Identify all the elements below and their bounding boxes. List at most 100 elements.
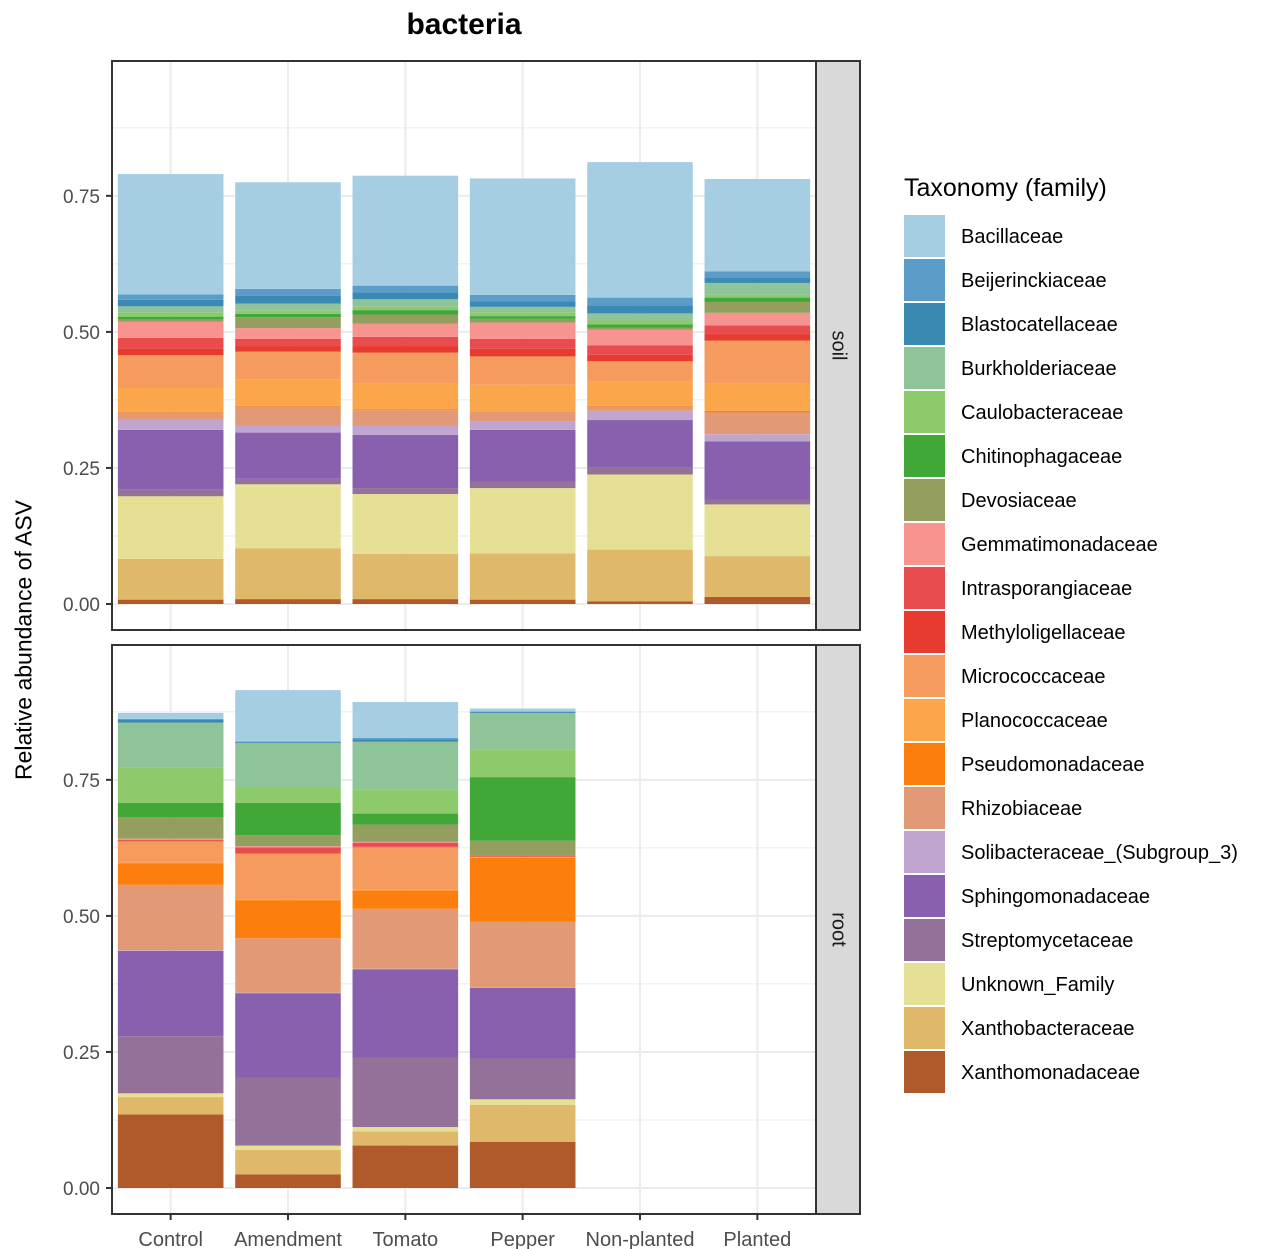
bar-soil-amendment-methyloligellaceae [235, 346, 341, 352]
bar-soil-tomato-xanthomonadaceae [352, 599, 459, 604]
bar-soil-pepper-caulobacteraceae [469, 312, 576, 317]
bar-root-amendment-pseudomonadaceae [235, 900, 341, 939]
bar-root-amendment-sphingomonadaceae [235, 993, 341, 1078]
legend-swatch-rhizobiaceae [904, 787, 945, 829]
bar-root-amendment-gemmatimonadaceae [235, 846, 341, 848]
bar-soil-non-planted-chitinophagaceae [587, 324, 693, 328]
bar-soil-pepper-bacillaceae [469, 178, 576, 295]
bar-soil-planted-planococcaceae [704, 383, 811, 411]
bar-soil-planted-unknown-family [704, 504, 811, 557]
legend-swatch-planococcaceae [904, 699, 945, 741]
bar-root-control-unknown-family [117, 1093, 224, 1098]
bar-soil-tomato-bacillaceae [352, 175, 459, 286]
bar-soil-planted-pseudomonadaceae [704, 410, 811, 413]
y-tick-label: 0.50 [63, 323, 100, 344]
bar-soil-control-methyloligellaceae [117, 348, 224, 356]
legend-swatch-bacillaceae [904, 215, 945, 257]
bar-soil-planted-xanthomonadaceae [704, 596, 811, 604]
bar-soil-planted-burkholderiaceae [704, 282, 811, 295]
x-tick-label-control: Control [138, 1229, 202, 1249]
bar-soil-pepper-pseudomonadaceae [469, 411, 576, 412]
bar-soil-non-planted-bacillaceae [587, 162, 693, 298]
legend-label-bacillaceae: Bacillaceae [961, 226, 1063, 248]
bar-soil-tomato-rhizobiaceae [352, 410, 459, 426]
legend-label-unknown-family: Unknown_Family [961, 974, 1114, 996]
bar-soil-control-streptomycetaceae [117, 489, 224, 497]
bar-root-control-xanthobacteraceae [117, 1097, 224, 1115]
chart-title: bacteria [406, 8, 522, 41]
bar-root-amendment-solibacteraceae-subgroup-3 [235, 992, 341, 994]
legend-swatch-gemmatimonadaceae [904, 523, 945, 565]
bar-soil-control-xanthomonadaceae [117, 599, 224, 604]
bar-root-amendment-xanthomonadaceae [235, 1174, 341, 1188]
bar-soil-non-planted-burkholderiaceae [587, 313, 693, 321]
facet-strip [815, 60, 861, 631]
bar-root-pepper-xanthobacteraceae [469, 1104, 576, 1142]
bar-root-amendment-intrasporangiaceae [235, 847, 341, 854]
bar-soil-amendment-micrococcaceae [235, 351, 341, 380]
bar-soil-planted-sphingomonadaceae [704, 441, 811, 500]
bar-soil-amendment-gemmatimonadaceae [235, 328, 341, 339]
bar-soil-control-caulobacteraceae [117, 312, 224, 317]
bar-soil-planted-streptomycetaceae [704, 499, 811, 505]
legend-swatch-intrasporangiaceae [904, 567, 945, 609]
bar-soil-planted-xanthobacteraceae [704, 556, 811, 597]
bar-root-control-intrasporangiaceae [117, 839, 224, 841]
bar-soil-pepper-intrasporangiaceae [469, 338, 576, 349]
bar-root-tomato-bacillaceae [352, 702, 459, 738]
bar-root-control-caulobacteraceae [117, 767, 224, 803]
legend-swatch-streptomycetaceae [904, 919, 945, 961]
legend-title: Taxonomy (family) [904, 174, 1107, 202]
bar-soil-control-unknown-family [117, 496, 224, 559]
bar-soil-amendment-devosiaceae [235, 317, 341, 329]
x-tick-label-tomato: Tomato [373, 1229, 439, 1249]
bar-root-control-solibacteraceae-subgroup-3 [117, 950, 224, 951]
bar-root-tomato-sphingomonadaceae [352, 969, 459, 1058]
legend-swatch-unknown-family [904, 963, 945, 1005]
bar-root-pepper-burkholderiaceae [469, 712, 576, 750]
bar-root-tomato-rhizobiaceae [352, 908, 459, 969]
bar-soil-non-planted-streptomycetaceae [587, 467, 693, 475]
bar-root-control-burkholderiaceae [117, 722, 224, 768]
bar-soil-non-planted-rhizobiaceae [587, 406, 693, 411]
bar-root-pepper-streptomycetaceae [469, 1058, 576, 1100]
bar-root-pepper-methyloligellaceae [469, 856, 576, 857]
bar-root-amendment-micrococcaceae [235, 853, 341, 900]
bar-soil-pepper-unknown-family [469, 488, 576, 554]
bar-root-tomato-caulobacteraceae [352, 789, 459, 814]
bar-soil-pepper-rhizobiaceae [469, 411, 576, 422]
bar-soil-non-planted-planococcaceae [587, 381, 693, 406]
bar-soil-amendment-unknown-family [235, 484, 341, 549]
bar-soil-planted-chitinophagaceae [704, 297, 811, 302]
bar-soil-non-planted-beijerinckiaceae [587, 297, 693, 306]
bar-soil-pepper-gemmatimonadaceae [469, 322, 576, 339]
bar-soil-pepper-burkholderiaceae [469, 306, 576, 313]
bar-soil-control-bacillaceae [117, 174, 224, 295]
bar-soil-pepper-solibacteraceae-subgroup-3 [469, 421, 576, 430]
legend-swatch-chitinophagaceae [904, 435, 945, 477]
legend-label-planococcaceae: Planococcaceae [961, 710, 1108, 732]
bar-root-amendment-caulobacteraceae [235, 788, 341, 803]
bar-root-tomato-chitinophagaceae [352, 813, 459, 825]
legend-label-xanthobacteraceae: Xanthobacteraceae [961, 1018, 1134, 1040]
bar-root-tomato-unknown-family [352, 1127, 459, 1132]
bar-root-pepper-solibacteraceae-subgroup-3 [469, 987, 576, 988]
bar-soil-tomato-streptomycetaceae [352, 488, 459, 495]
bar-soil-tomato-solibacteraceae-subgroup-3 [352, 425, 459, 435]
bar-soil-pepper-devosiaceae [469, 318, 576, 323]
legend-swatch-solibacteraceae-subgroup-3 [904, 831, 945, 873]
bar-root-pepper-unknown-family [469, 1099, 576, 1105]
bar-root-control-pseudomonadaceae [117, 863, 224, 885]
y-tick-label: 0.00 [63, 595, 100, 616]
bar-soil-tomato-beijerinckiaceae [352, 285, 459, 293]
bar-root-tomato-xanthomonadaceae [352, 1145, 459, 1188]
bar-root-pepper-sphingomonadaceae [469, 987, 576, 1059]
facet-label-root: root [828, 912, 850, 947]
y-tick-label: 0.00 [63, 1179, 100, 1200]
bar-root-amendment-planococcaceae [235, 899, 341, 901]
bar-root-pepper-gemmatimonadaceae [469, 854, 576, 856]
bar-root-amendment-chitinophagaceae [235, 802, 341, 836]
bar-root-pepper-micrococcaceae [469, 856, 576, 858]
legend-swatch-beijerinckiaceae [904, 259, 945, 301]
legend-swatch-micrococcaceae [904, 655, 945, 697]
